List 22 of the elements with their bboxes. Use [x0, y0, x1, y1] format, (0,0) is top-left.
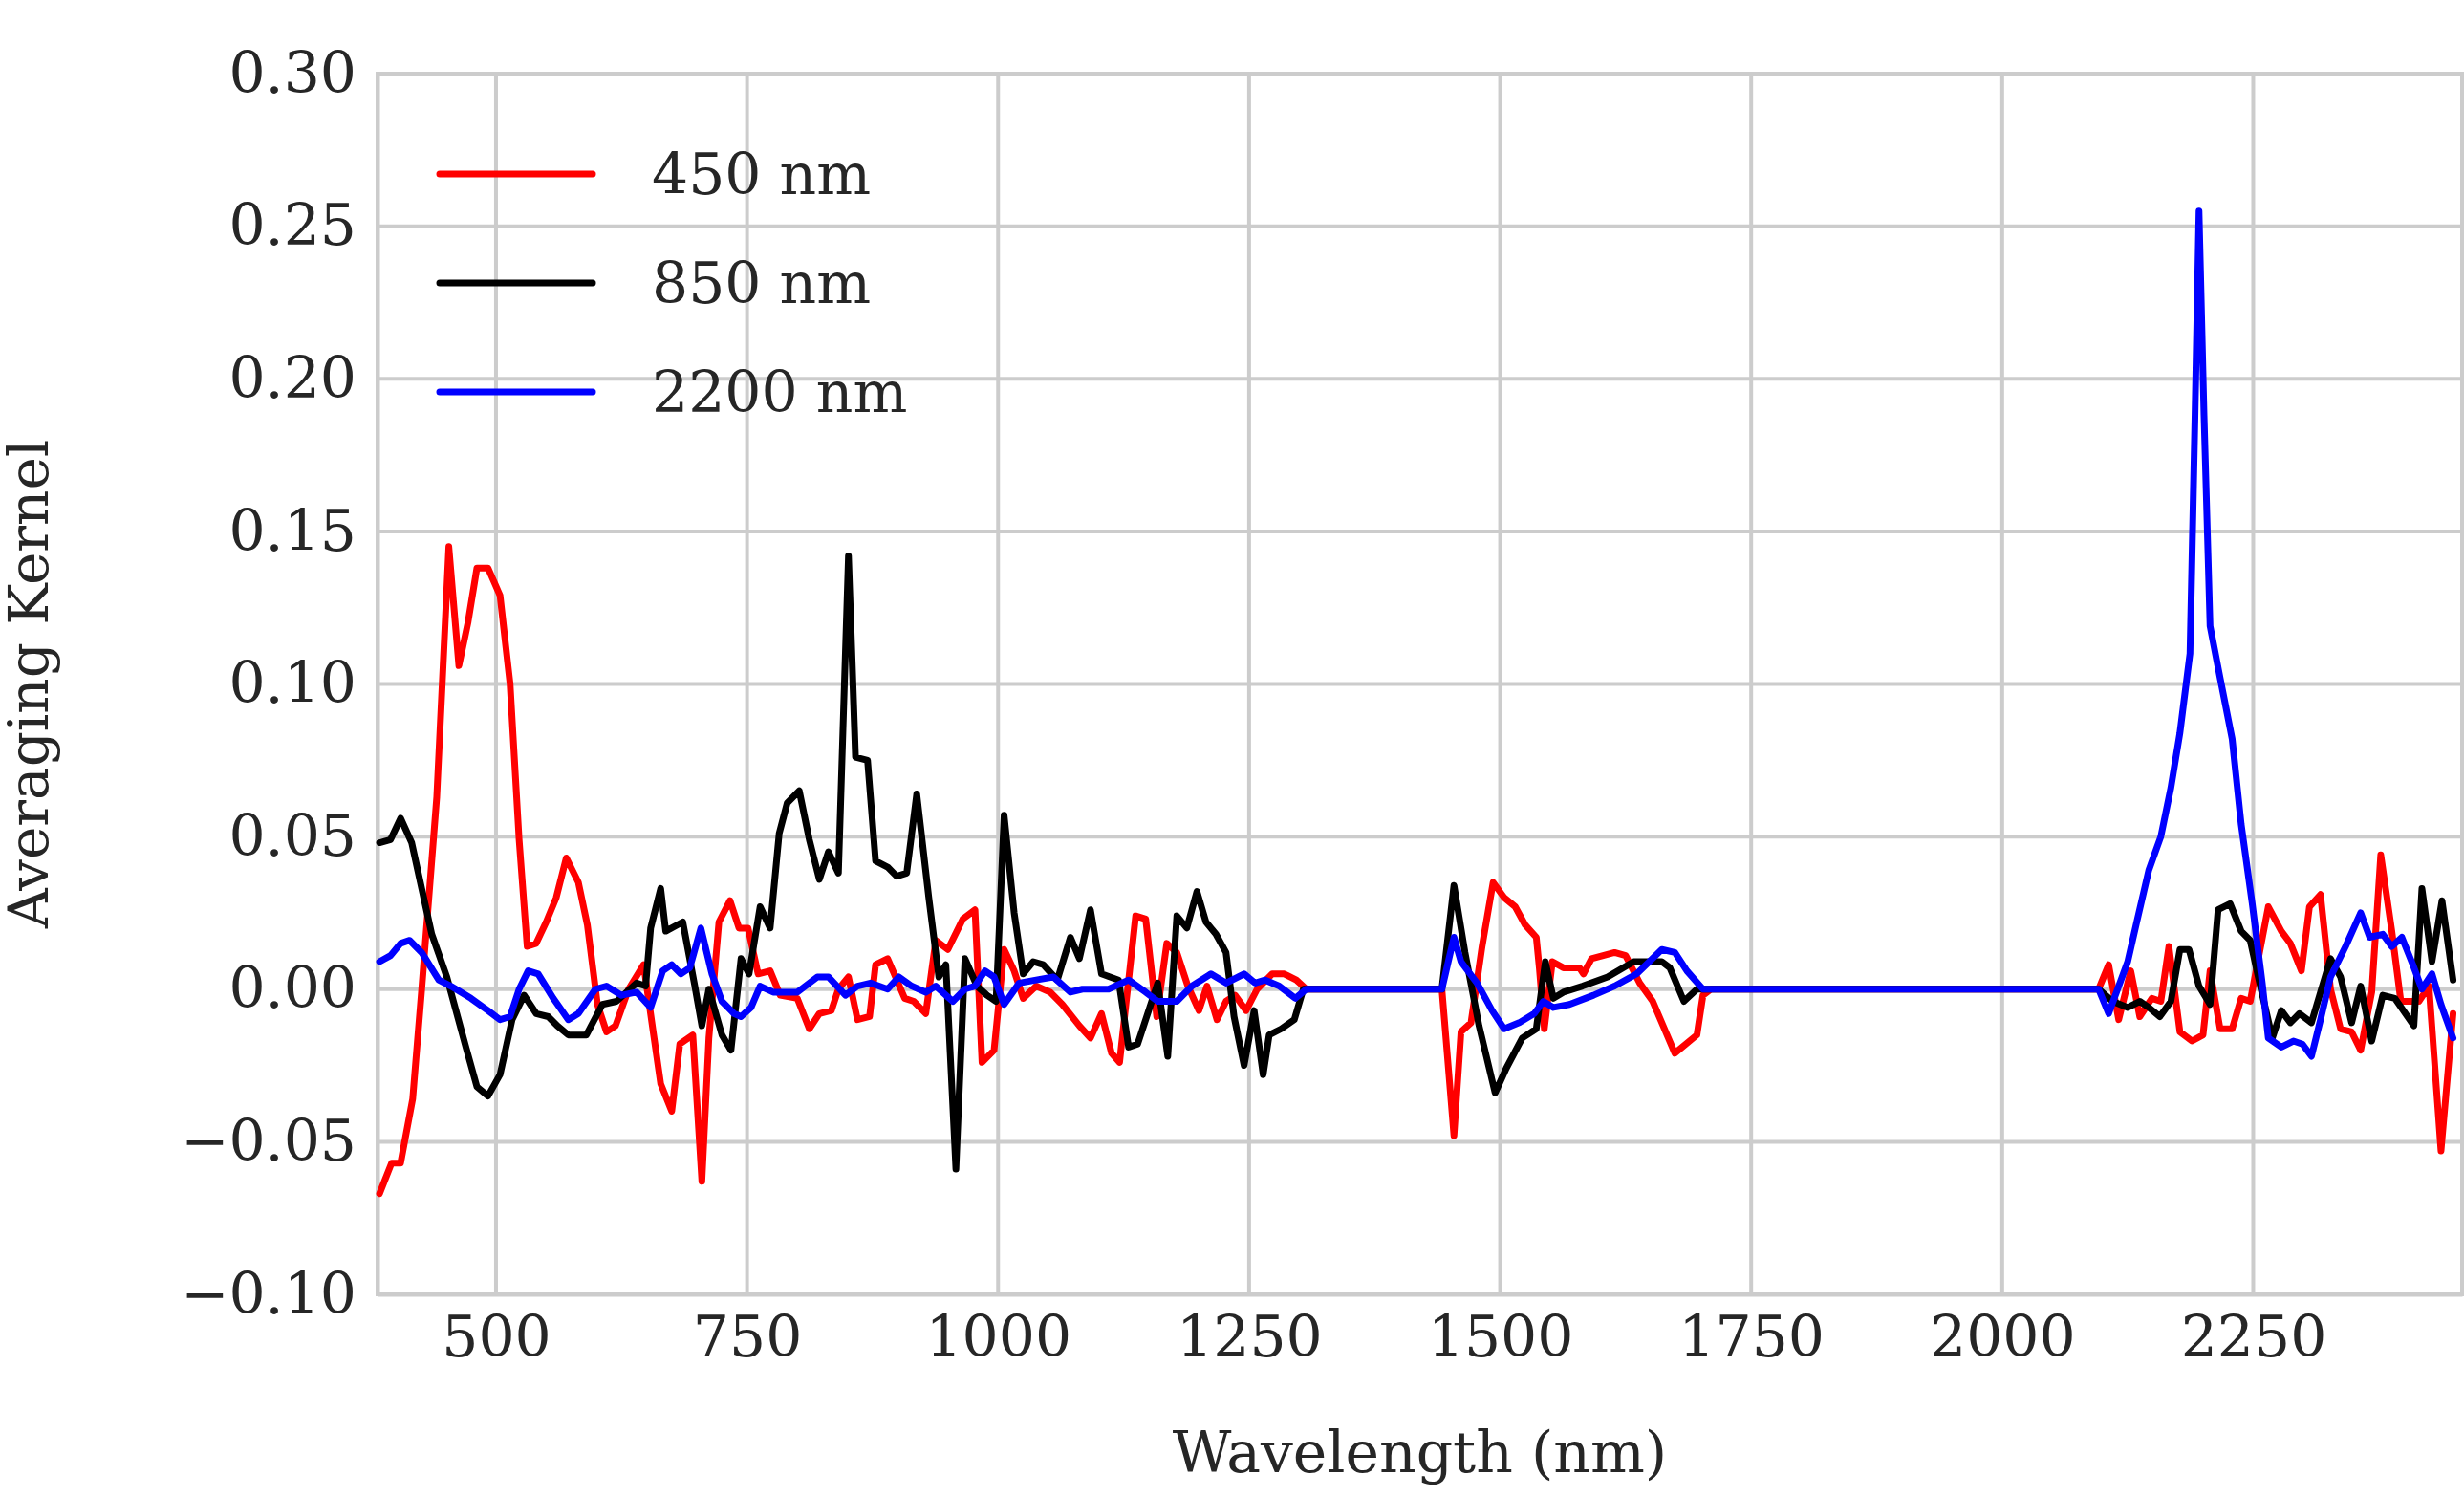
- x-tick-label: 1250: [1177, 1302, 1323, 1370]
- x-tick-label: 500: [442, 1302, 551, 1370]
- x-tick-label: 750: [692, 1302, 803, 1370]
- x-tick-label: 2250: [2180, 1302, 2327, 1370]
- legend-label: 2200 nm: [652, 358, 908, 425]
- y-tick-label: 0.00: [228, 954, 357, 1022]
- y-tick-label: 0.15: [228, 496, 357, 564]
- y-tick-label: −0.05: [181, 1107, 357, 1175]
- y-tick-label: 0.10: [228, 649, 357, 717]
- y-tick-label: 0.30: [228, 38, 357, 106]
- y-tick-label: 0.20: [228, 343, 357, 411]
- y-tick-label: 0.25: [228, 191, 357, 259]
- x-tick-label: 2000: [1929, 1302, 2076, 1370]
- legend-label: 850 nm: [652, 250, 872, 316]
- y-tick-label: 0.05: [228, 801, 357, 869]
- x-axis-title: Wavelength (nm): [1172, 1419, 1668, 1486]
- x-tick-label: 1500: [1427, 1302, 1574, 1370]
- x-tick-label: 1750: [1678, 1302, 1826, 1370]
- legend-label: 450 nm: [652, 141, 872, 207]
- y-axis-title: Averaging Kernel: [0, 439, 61, 930]
- y-tick-label: −0.10: [181, 1259, 357, 1327]
- x-tick-label: 1000: [925, 1302, 1072, 1370]
